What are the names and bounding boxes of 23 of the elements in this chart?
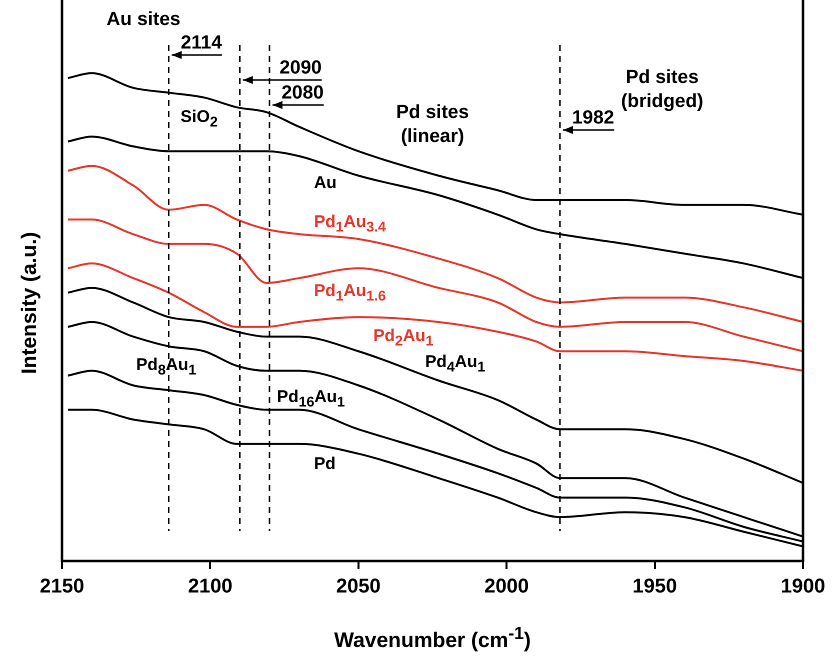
annotation: Pd sites (bridged) bbox=[621, 67, 704, 112]
series-label: Pd$_{2}$Au$_{1}$ bbox=[373, 324, 434, 352]
text: Au sites bbox=[106, 9, 180, 30]
x-tick-label: 1900 bbox=[780, 576, 826, 598]
y-axis-title: Intensity (a.u.) bbox=[18, 231, 42, 374]
x-tick-label: 2100 bbox=[188, 576, 232, 598]
ref-line-label: 1982 bbox=[572, 108, 614, 129]
x-tick-label: 2050 bbox=[336, 576, 381, 598]
x-tick-label: 1950 bbox=[632, 576, 678, 598]
series-label: SiO$_{2}$ bbox=[180, 106, 218, 133]
ref-line-label: 2114 bbox=[180, 32, 222, 54]
x-tick-label: 2000 bbox=[484, 576, 529, 598]
series-label: Pd bbox=[314, 452, 336, 475]
x-axis-title: Wavenumber (cm$^{-1}$) bbox=[333, 623, 532, 653]
series-label: Pd$_{1}$Au$_{3.4}$ bbox=[314, 211, 386, 238]
series-label: Au bbox=[314, 172, 337, 194]
series-label: Pd$_{1}$Au$_{1.6}$ bbox=[314, 280, 386, 307]
series-label: Pd$_{16}$Au$_{1}$ bbox=[276, 386, 345, 412]
x-tick-label: 2150 bbox=[40, 576, 84, 598]
annotation: Pd sites (linear) bbox=[396, 102, 469, 148]
ref-line-label: 2080 bbox=[281, 82, 324, 104]
series-label: Pd$_{4}$Au$_{1}$ bbox=[425, 350, 486, 378]
ref-line-label: 2090 bbox=[279, 58, 322, 79]
